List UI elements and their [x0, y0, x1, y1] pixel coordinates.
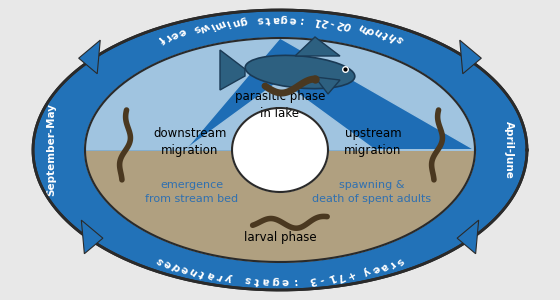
Text: r: r	[216, 271, 225, 282]
Text: a: a	[262, 275, 270, 286]
Polygon shape	[85, 38, 475, 150]
Text: a: a	[377, 260, 390, 273]
Text: n: n	[230, 16, 241, 28]
Polygon shape	[79, 40, 100, 74]
Text: s: s	[155, 255, 166, 267]
Text: 2: 2	[335, 18, 346, 30]
Text: 3: 3	[308, 274, 318, 285]
Text: t: t	[380, 29, 391, 40]
Text: t: t	[253, 275, 260, 286]
Text: April-June: April-June	[504, 121, 514, 179]
Text: r: r	[162, 31, 172, 42]
Polygon shape	[280, 38, 475, 150]
Text: g: g	[280, 14, 288, 24]
Polygon shape	[295, 37, 340, 56]
Text: spawning &
death of spent adults: spawning & death of spent adults	[312, 180, 432, 204]
Polygon shape	[457, 220, 479, 254]
Text: s: s	[394, 33, 405, 45]
Text: 0: 0	[343, 19, 354, 31]
Text: m: m	[356, 21, 371, 35]
Text: w: w	[198, 20, 211, 33]
Polygon shape	[460, 40, 481, 74]
Text: y: y	[224, 272, 234, 284]
Text: larval phase: larval phase	[244, 232, 316, 244]
Polygon shape	[185, 81, 375, 150]
Text: 1: 1	[311, 15, 321, 26]
Text: e: e	[169, 28, 180, 40]
Text: 7: 7	[334, 270, 346, 282]
Text: e: e	[162, 258, 174, 270]
Text: t: t	[197, 267, 207, 278]
Text: o: o	[365, 24, 377, 36]
Text: y: y	[361, 265, 372, 277]
Polygon shape	[81, 220, 103, 254]
Text: g: g	[272, 276, 279, 286]
Text: e: e	[179, 263, 191, 275]
Text: e: e	[288, 14, 296, 25]
Text: s: s	[243, 274, 251, 285]
Text: a: a	[272, 14, 279, 24]
Text: upstream
migration: upstream migration	[344, 127, 402, 157]
Polygon shape	[232, 108, 328, 192]
Text: :: :	[297, 14, 303, 25]
Text: s: s	[256, 14, 263, 25]
Text: parasitic phase
in lake: parasitic phase in lake	[235, 90, 325, 120]
Text: -: -	[329, 17, 337, 28]
Text: g: g	[239, 15, 249, 26]
Polygon shape	[33, 10, 527, 290]
Text: i: i	[224, 17, 231, 28]
Text: f: f	[155, 34, 165, 44]
Text: -: -	[318, 273, 325, 284]
Text: n: n	[188, 265, 199, 277]
Text: e: e	[281, 276, 288, 286]
Text: September-May: September-May	[46, 103, 56, 196]
Text: i: i	[208, 20, 216, 30]
Text: 1: 1	[326, 272, 336, 284]
Polygon shape	[85, 38, 475, 262]
Text: :: :	[291, 276, 297, 286]
Text: +: +	[343, 268, 355, 281]
Ellipse shape	[245, 56, 355, 88]
Text: e: e	[369, 263, 381, 275]
Text: h: h	[386, 30, 399, 43]
Text: a: a	[206, 268, 217, 281]
Text: s: s	[394, 255, 405, 267]
Text: 2: 2	[319, 16, 329, 28]
Text: r: r	[386, 259, 397, 269]
Polygon shape	[315, 77, 340, 94]
Polygon shape	[85, 38, 280, 150]
Text: s: s	[191, 22, 202, 34]
Text: d: d	[170, 260, 183, 273]
Polygon shape	[85, 150, 475, 262]
Text: downstream
migration: downstream migration	[153, 127, 227, 157]
Text: t: t	[265, 14, 270, 24]
Text: e: e	[176, 26, 188, 38]
Text: m: m	[213, 17, 227, 31]
Polygon shape	[220, 50, 245, 90]
Text: emergence
from stream bed: emergence from stream bed	[146, 180, 239, 204]
Text: n: n	[372, 26, 384, 38]
